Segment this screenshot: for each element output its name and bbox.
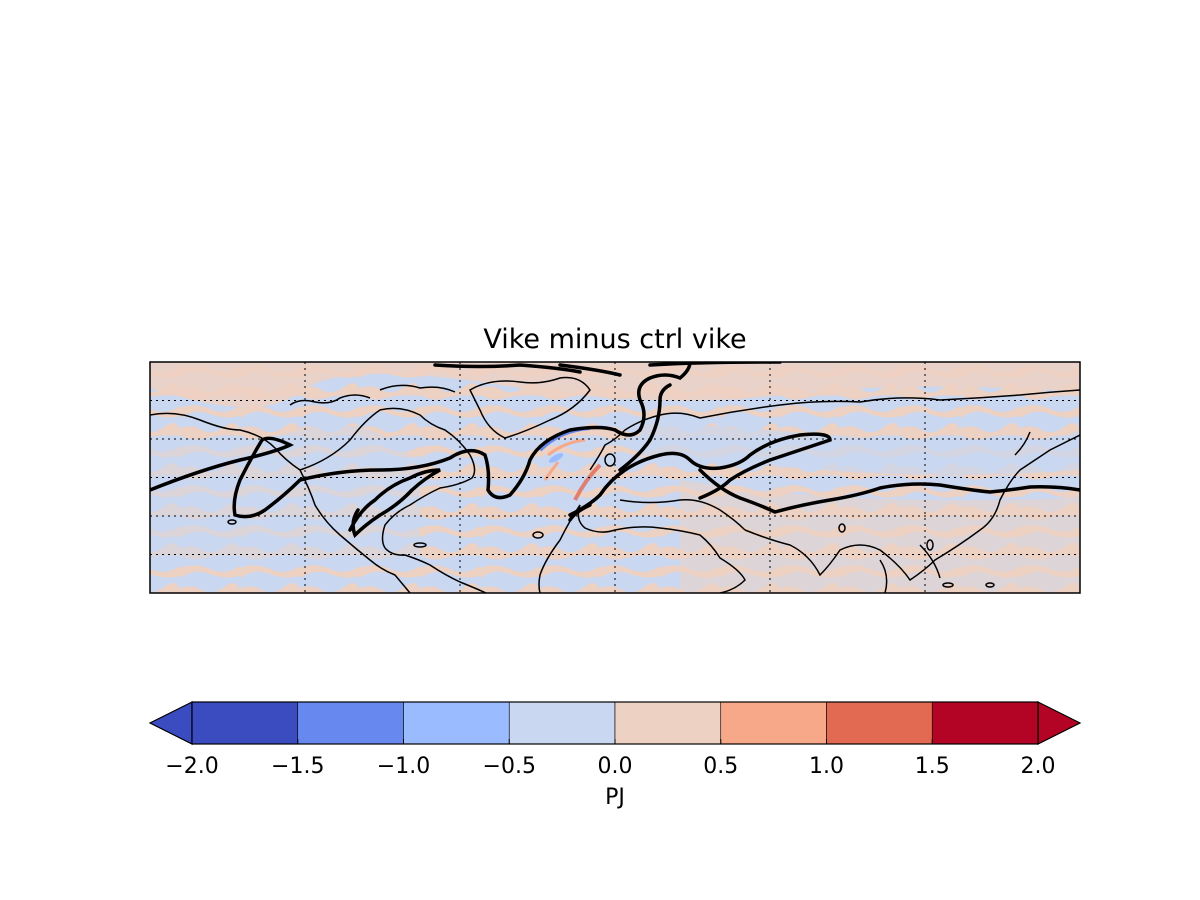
- colorbar-segment: [297, 701, 404, 745]
- colorbar-tick-label: 1.0: [809, 754, 844, 779]
- gridlines: [150, 362, 1080, 593]
- colorbar-tick-label: 0.0: [598, 754, 633, 779]
- colorbar-tick-label: −1.5: [271, 754, 324, 779]
- colorbar: −2.0 −1.5 −1.0 −0.5 0.0 0.5 1.0 1.5 2.0: [148, 701, 1082, 779]
- map-frame: [149, 361, 1081, 594]
- colorbar-extend-max: [1037, 701, 1082, 745]
- map-title: Vike minus ctrl vike: [483, 324, 747, 355]
- colorbar-tick-label: −0.5: [483, 754, 536, 779]
- colorbar-label: PJ: [605, 785, 625, 810]
- colorbar-segment: [614, 701, 722, 745]
- colorbar-extend-min: [148, 701, 193, 745]
- colorbar-tick-label: 2.0: [1021, 754, 1056, 779]
- colorbar-tick-label: 0.5: [703, 754, 738, 779]
- positive-anomaly-streak: [547, 438, 586, 457]
- colorbar-segment: [931, 701, 1039, 745]
- colorbar-segment: [826, 701, 933, 745]
- colorbar-tick-label: −1.0: [377, 754, 430, 779]
- colorbar-segment: [191, 701, 299, 745]
- coastlines: [150, 376, 1080, 593]
- colorbar-segment: [720, 701, 827, 745]
- colorbar-tick-label: 1.5: [915, 754, 950, 779]
- contour-lines: [150, 362, 1080, 539]
- colorbar-segment: [508, 701, 616, 745]
- colorbar-segment: [403, 701, 510, 745]
- colorbar-tick-label: −2.0: [165, 754, 218, 779]
